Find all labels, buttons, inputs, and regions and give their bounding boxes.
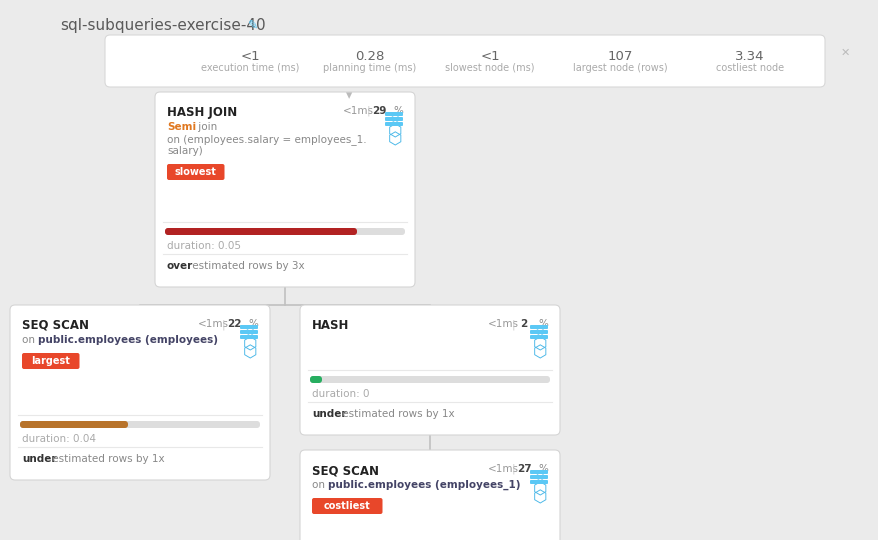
Text: %: % (537, 319, 547, 329)
Text: estimated rows by 1x: estimated rows by 1x (49, 454, 165, 464)
Text: costliest node: costliest node (715, 63, 783, 73)
FancyBboxPatch shape (529, 330, 547, 334)
Text: on: on (22, 335, 39, 345)
Text: |: | (511, 464, 515, 475)
Text: ⬡: ⬡ (242, 343, 257, 361)
Text: |: | (511, 319, 515, 329)
Text: duration: 0.04: duration: 0.04 (22, 434, 96, 444)
FancyBboxPatch shape (299, 305, 559, 435)
Text: sql-subqueries-exercise-40: sql-subqueries-exercise-40 (60, 18, 265, 33)
Text: 3.34: 3.34 (734, 50, 764, 63)
Text: ⬡: ⬡ (532, 343, 547, 361)
Text: largest node (rows): largest node (rows) (572, 63, 666, 73)
Text: ✕: ✕ (839, 48, 849, 58)
Text: execution time (ms): execution time (ms) (200, 63, 299, 73)
FancyBboxPatch shape (529, 335, 547, 339)
Text: slowest node (ms): slowest node (ms) (445, 63, 534, 73)
Text: ⬡: ⬡ (532, 488, 547, 506)
Text: |: | (221, 319, 225, 329)
Text: 2: 2 (520, 319, 527, 329)
Text: Semi: Semi (167, 122, 196, 132)
Text: duration: 0.05: duration: 0.05 (167, 241, 241, 251)
FancyBboxPatch shape (385, 122, 402, 126)
FancyBboxPatch shape (529, 475, 547, 479)
FancyBboxPatch shape (20, 421, 260, 428)
Text: ⬡: ⬡ (535, 327, 543, 337)
FancyBboxPatch shape (529, 470, 547, 474)
Text: slowest: slowest (175, 167, 217, 177)
Text: ⬡: ⬡ (242, 335, 257, 353)
Text: <1ms: <1ms (487, 464, 518, 474)
Text: 0.28: 0.28 (355, 50, 385, 63)
Text: ▾: ▾ (345, 89, 352, 102)
Text: estimated rows by 3x: estimated rows by 3x (189, 261, 305, 271)
Text: ⬡: ⬡ (387, 130, 402, 148)
Text: public.employees (employees): public.employees (employees) (38, 335, 218, 345)
FancyBboxPatch shape (240, 325, 258, 329)
Text: ⬡: ⬡ (391, 114, 399, 124)
FancyBboxPatch shape (385, 112, 402, 116)
Text: duration: 0: duration: 0 (312, 389, 369, 399)
Text: %: % (537, 464, 547, 474)
Text: SEQ SCAN: SEQ SCAN (22, 319, 89, 332)
Text: <1ms: <1ms (487, 319, 518, 329)
Text: on: on (312, 480, 327, 490)
FancyBboxPatch shape (312, 498, 382, 514)
Text: 29: 29 (371, 106, 385, 116)
Text: |: | (366, 106, 370, 117)
FancyBboxPatch shape (529, 325, 547, 329)
Text: salary): salary) (167, 146, 203, 156)
Text: 107: 107 (607, 50, 632, 63)
FancyBboxPatch shape (155, 92, 414, 287)
Text: ⬡: ⬡ (535, 472, 543, 482)
FancyBboxPatch shape (385, 117, 402, 121)
Text: join: join (195, 122, 217, 132)
FancyBboxPatch shape (529, 480, 547, 484)
FancyBboxPatch shape (310, 376, 321, 383)
FancyBboxPatch shape (10, 305, 270, 480)
Text: <1: <1 (479, 50, 500, 63)
FancyBboxPatch shape (20, 421, 128, 428)
Text: SEQ SCAN: SEQ SCAN (312, 464, 378, 477)
Text: %: % (248, 319, 257, 329)
FancyBboxPatch shape (240, 330, 258, 334)
Text: largest: largest (32, 356, 70, 366)
Text: on (employees.salary = employees_1.: on (employees.salary = employees_1. (167, 134, 366, 145)
FancyBboxPatch shape (310, 376, 550, 383)
Text: <1: <1 (240, 50, 260, 63)
Text: estimated rows by 1x: estimated rows by 1x (339, 409, 455, 419)
Text: costliest: costliest (323, 501, 371, 511)
FancyBboxPatch shape (104, 35, 824, 87)
Text: under: under (312, 409, 346, 419)
Text: planning time (ms): planning time (ms) (323, 63, 416, 73)
Text: under: under (22, 454, 56, 464)
Text: 22: 22 (227, 319, 241, 329)
Text: ⬡: ⬡ (532, 335, 547, 353)
Text: %: % (392, 106, 402, 116)
Text: ✎: ✎ (248, 19, 258, 32)
FancyBboxPatch shape (165, 228, 356, 235)
FancyBboxPatch shape (165, 228, 405, 235)
Text: HASH JOIN: HASH JOIN (167, 106, 237, 119)
Text: 27: 27 (516, 464, 530, 474)
FancyBboxPatch shape (299, 450, 559, 540)
Text: ⬡: ⬡ (532, 480, 547, 498)
Text: ⬡: ⬡ (246, 327, 254, 337)
FancyBboxPatch shape (240, 335, 258, 339)
Text: HASH: HASH (312, 319, 349, 332)
Text: ⬡: ⬡ (387, 122, 402, 140)
Text: public.employees (employees_1): public.employees (employees_1) (327, 480, 520, 490)
Text: <1ms: <1ms (198, 319, 229, 329)
Text: over: over (167, 261, 193, 271)
Text: <1ms: <1ms (342, 106, 373, 116)
FancyBboxPatch shape (22, 353, 79, 369)
FancyBboxPatch shape (167, 164, 224, 180)
